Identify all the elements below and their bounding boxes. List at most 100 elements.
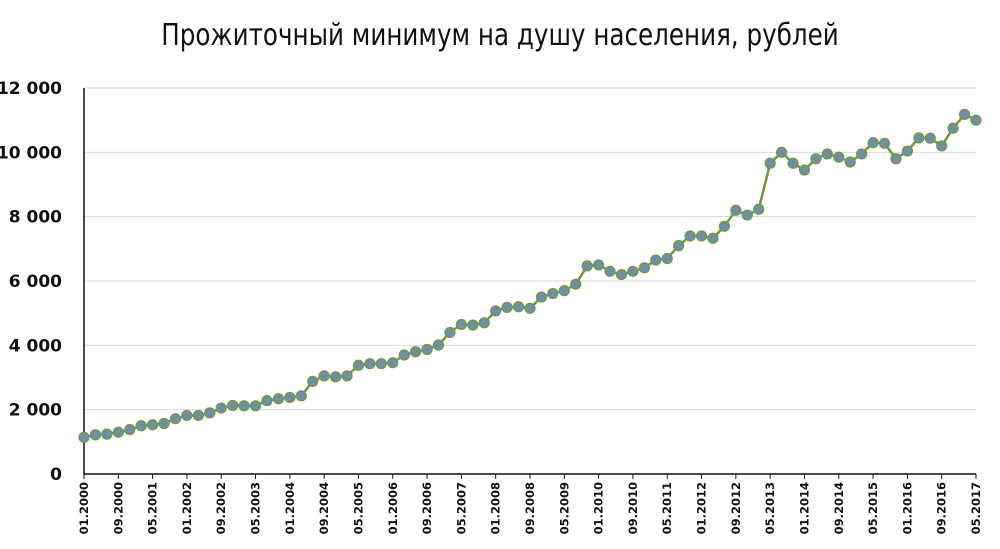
x-tick-label: 09.2008	[523, 482, 537, 534]
data-point	[192, 409, 204, 422]
data-point	[387, 357, 399, 369]
y-tick-label: 6 000	[9, 272, 62, 292]
data-point	[158, 417, 170, 430]
data-point	[547, 287, 559, 300]
data-point	[135, 420, 147, 432]
data-point	[284, 391, 296, 404]
data-point	[787, 157, 799, 169]
y-tick-labels: 0 2 000 4 000 6 000 8 000 10 000 12 000	[0, 79, 62, 485]
data-point	[272, 393, 285, 405]
data-point	[661, 252, 673, 265]
data-point	[524, 302, 536, 314]
gridlines	[84, 87, 976, 411]
axes	[83, 88, 977, 479]
x-tick-label: 09.2016	[935, 482, 949, 534]
data-point	[215, 402, 227, 414]
data-point	[478, 317, 490, 329]
x-tick-label: 01.2008	[489, 482, 503, 534]
x-tick-label: 01.2000	[77, 482, 91, 534]
data-point	[901, 145, 913, 157]
data-point	[535, 291, 548, 303]
data-point	[307, 375, 319, 387]
data-point	[112, 426, 124, 438]
data-point	[638, 262, 650, 274]
x-tick-label: 05.2013	[763, 482, 777, 534]
x-tick-label: 09.2002	[214, 482, 228, 534]
data-point	[890, 153, 902, 165]
x-tick-label: 01.2010	[592, 482, 606, 534]
x-tick-label: 09.2006	[420, 482, 434, 534]
data-point	[421, 343, 433, 356]
data-point	[615, 268, 628, 281]
data-point	[570, 278, 582, 290]
x-tick-label: 05.2001	[146, 482, 160, 534]
data-point	[707, 232, 719, 244]
data-point	[147, 419, 159, 431]
x-tick-label: 01.2004	[283, 482, 297, 534]
y-tick-label: 0	[50, 465, 62, 485]
data-point	[227, 399, 239, 412]
data-point	[329, 371, 342, 383]
data-point	[512, 301, 525, 313]
data-point	[833, 151, 845, 163]
data-point	[913, 132, 925, 144]
x-tick-label: 01.2006	[386, 482, 400, 534]
x-tick-label: 05.2009	[557, 482, 571, 534]
data-point	[398, 349, 410, 361]
y-tick-label: 8 000	[9, 208, 62, 228]
data-point	[101, 428, 113, 440]
x-tick-label: 01.2002	[180, 482, 194, 534]
data-point	[604, 265, 616, 277]
x-tick-label: 05.2003	[249, 482, 263, 534]
data-point	[89, 429, 102, 441]
y-tick-label: 4 000	[9, 336, 62, 356]
data-point	[821, 148, 833, 160]
data-point	[181, 409, 193, 422]
data-point	[730, 204, 742, 216]
y-tick-label: 12 000	[0, 79, 62, 99]
series-polyline	[83, 113, 977, 439]
data-point	[410, 346, 422, 358]
data-point	[650, 254, 662, 266]
data-point	[844, 156, 856, 168]
data-point	[753, 203, 765, 215]
data-point	[673, 240, 685, 252]
x-tick-labels: 01.2000 09.2000 05.2001 01.2002 09.2002 05.20…	[77, 482, 983, 534]
data-point	[684, 230, 696, 242]
x-tick-label: 01.2016	[900, 482, 914, 534]
data-point	[124, 424, 136, 436]
data-point	[718, 220, 731, 232]
data-point	[204, 407, 216, 419]
x-tick-label: 05.2007	[454, 482, 468, 534]
data-point	[352, 359, 365, 371]
x-tick-label: 01.2012	[695, 482, 709, 534]
chart-title: Прожиточный минимум на душу населения, р…	[161, 18, 839, 53]
x-tick-label: 09.2000	[111, 482, 125, 534]
data-point	[501, 301, 513, 313]
data-point	[261, 395, 273, 407]
data-point	[432, 339, 445, 351]
x-tick-label: 09.2004	[317, 482, 331, 534]
x-tick-label: 09.2014	[832, 482, 846, 534]
data-point	[878, 137, 891, 149]
data-point	[581, 260, 593, 272]
series-line	[83, 113, 977, 439]
data-point	[238, 400, 250, 412]
y-tick-label: 2 000	[9, 401, 62, 421]
data-point	[970, 114, 982, 126]
data-point	[798, 164, 811, 176]
data-point	[455, 318, 467, 331]
data-points	[78, 108, 982, 443]
x-tick-label: 01.2014	[797, 482, 811, 534]
data-point	[947, 122, 959, 134]
x-tick-label: 09.2010	[626, 482, 640, 534]
x-tick-label: 05.2017	[969, 482, 983, 534]
data-point	[444, 326, 456, 339]
x-tick-label: 05.2005	[351, 482, 365, 534]
x-tick-label: 09.2012	[729, 482, 743, 534]
data-point	[295, 390, 307, 402]
x-tick-label: 05.2015	[866, 482, 880, 534]
data-point	[958, 108, 971, 120]
data-point	[249, 400, 262, 412]
